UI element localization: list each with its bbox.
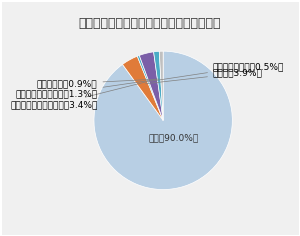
Wedge shape (122, 56, 163, 120)
Text: 介護保険施設等（0.5%）: 介護保険施設等（0.5%） (151, 62, 284, 81)
Text: 学校・大学（0.9%）: 学校・大学（0.9%） (37, 79, 159, 88)
Text: クリニック・診療所（1.3%）: クリニック・診療所（1.3%） (15, 80, 156, 99)
Text: 【図２】認定看護師の所属施設種別の割合: 【図２】認定看護師の所属施設種別の割合 (79, 17, 221, 30)
Text: その他（3.9%）: その他（3.9%） (146, 69, 263, 84)
Text: 訪問看護ステーション（3.4%）: 訪問看護ステーション（3.4%） (10, 81, 150, 110)
Wedge shape (154, 51, 163, 120)
Wedge shape (94, 51, 232, 190)
Wedge shape (139, 52, 163, 120)
Wedge shape (137, 55, 163, 120)
Wedge shape (159, 51, 163, 120)
Text: 病院（90.0%）: 病院（90.0%） (148, 133, 199, 142)
